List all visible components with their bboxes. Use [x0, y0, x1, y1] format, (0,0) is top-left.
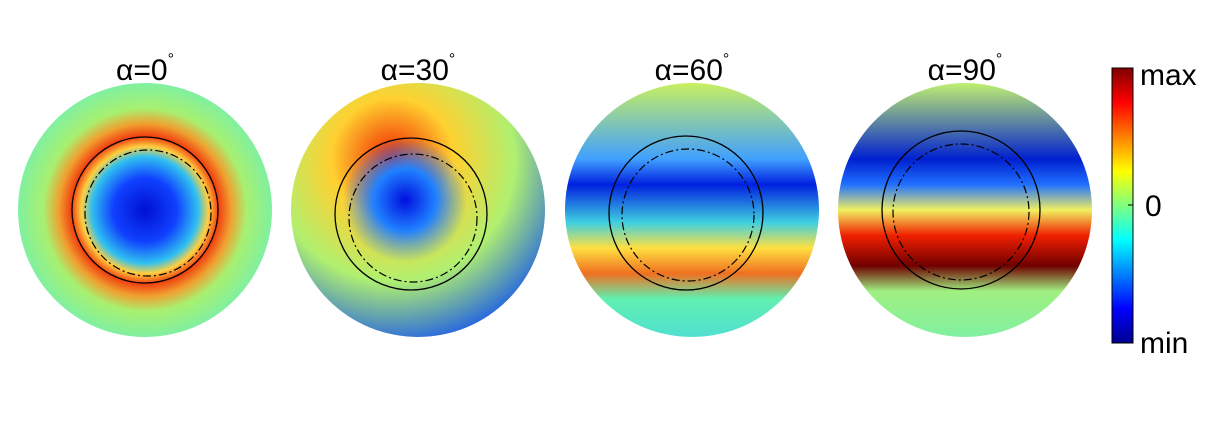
panel-title: α=0°: [116, 51, 174, 87]
colorbar-label: min: [1140, 327, 1188, 360]
contour: [881, 130, 1041, 290]
heatmap: [838, 83, 1092, 337]
panel-title: α=60°: [655, 51, 730, 87]
panel: α=60°: [565, 51, 819, 337]
contour: [608, 135, 764, 291]
contour: [84, 149, 212, 277]
panel: α=0°: [18, 51, 272, 337]
heatmap: [565, 83, 819, 337]
colorbar-label: 0: [1145, 190, 1162, 223]
panel: α=30°: [291, 51, 545, 337]
panel-title: α=90°: [928, 51, 1003, 87]
contour: [71, 136, 219, 284]
heatmap: [18, 83, 272, 337]
contour: [621, 148, 755, 282]
colorbar-label: max: [1140, 59, 1197, 92]
contour: [892, 143, 1030, 281]
heatmap: [343, 138, 467, 262]
contour: [334, 137, 488, 291]
colorbar: max 0 min: [1111, 59, 1197, 360]
contour: [348, 153, 478, 283]
panel: α=90°: [838, 51, 1092, 337]
panel-title: α=30°: [381, 51, 456, 87]
